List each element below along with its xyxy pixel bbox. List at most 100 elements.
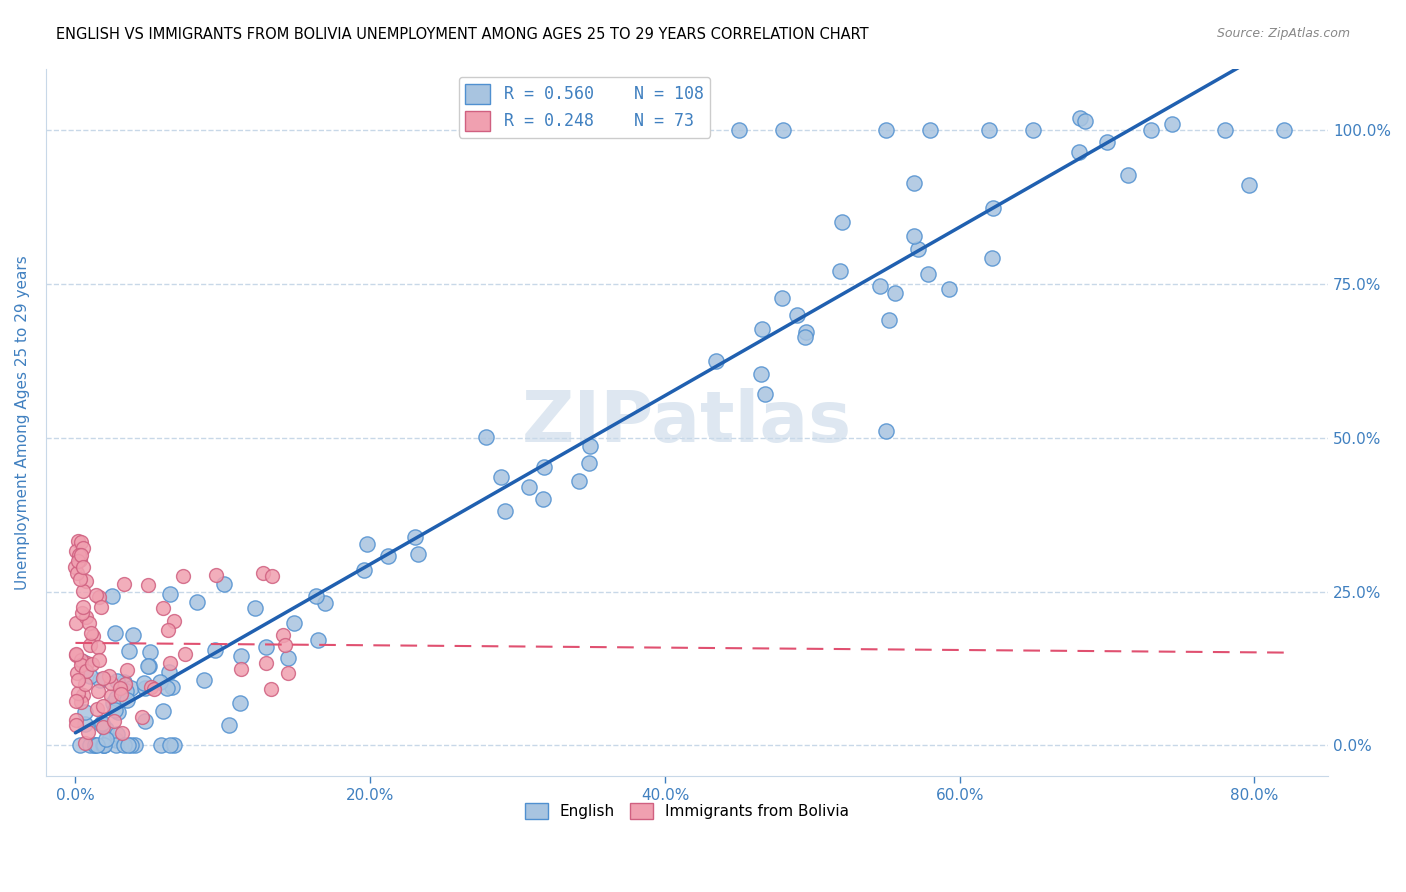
Point bbox=[90, 717, 112, 731]
Point bbox=[156, 681, 179, 695]
Point bbox=[120, 739, 142, 753]
Point bbox=[1116, 168, 1139, 182]
Point bbox=[66, 686, 89, 700]
Point bbox=[100, 690, 122, 704]
Point bbox=[1140, 123, 1163, 137]
Point bbox=[77, 724, 100, 739]
Point bbox=[69, 572, 91, 586]
Point bbox=[877, 313, 900, 327]
Point bbox=[254, 640, 277, 655]
Point bbox=[142, 681, 165, 696]
Point bbox=[277, 651, 299, 665]
Point bbox=[65, 713, 87, 727]
Point bbox=[903, 176, 925, 190]
Point bbox=[66, 533, 89, 548]
Point bbox=[79, 669, 101, 683]
Point bbox=[869, 278, 891, 293]
Point bbox=[1069, 111, 1091, 125]
Point bbox=[404, 530, 426, 544]
Point bbox=[104, 733, 127, 747]
Point bbox=[75, 609, 97, 624]
Point bbox=[260, 569, 283, 583]
Point bbox=[517, 480, 540, 494]
Y-axis label: Unemployment Among Ages 25 to 29 years: Unemployment Among Ages 25 to 29 years bbox=[15, 255, 30, 590]
Point bbox=[73, 706, 96, 720]
Point bbox=[80, 626, 103, 640]
Point bbox=[136, 578, 159, 592]
Point bbox=[93, 739, 115, 753]
Point bbox=[118, 644, 141, 658]
Point bbox=[70, 548, 93, 562]
Point bbox=[1272, 123, 1295, 137]
Point bbox=[229, 696, 252, 710]
Point bbox=[149, 739, 172, 753]
Point bbox=[1160, 117, 1182, 131]
Point bbox=[193, 673, 215, 688]
Point bbox=[1213, 123, 1236, 137]
Point bbox=[69, 553, 91, 567]
Point bbox=[105, 691, 128, 706]
Point bbox=[76, 656, 98, 670]
Point bbox=[159, 587, 181, 601]
Point bbox=[69, 739, 91, 753]
Point bbox=[70, 535, 93, 549]
Point bbox=[83, 739, 105, 753]
Point bbox=[568, 474, 591, 488]
Point bbox=[1069, 145, 1091, 159]
Point bbox=[91, 699, 114, 714]
Point bbox=[91, 672, 114, 686]
Point bbox=[65, 694, 87, 708]
Point bbox=[283, 616, 305, 631]
Point bbox=[875, 123, 897, 137]
Point bbox=[770, 291, 793, 305]
Point bbox=[84, 588, 107, 602]
Point bbox=[136, 658, 159, 673]
Point bbox=[920, 123, 942, 137]
Point bbox=[172, 569, 194, 583]
Point bbox=[1074, 113, 1097, 128]
Point bbox=[212, 577, 235, 591]
Point bbox=[356, 536, 378, 550]
Point bbox=[149, 675, 172, 690]
Point bbox=[152, 601, 174, 615]
Point bbox=[408, 548, 430, 562]
Point bbox=[72, 584, 94, 599]
Point bbox=[104, 626, 127, 640]
Point bbox=[134, 714, 156, 728]
Point bbox=[163, 739, 186, 753]
Point bbox=[101, 589, 124, 603]
Point bbox=[903, 229, 925, 244]
Point bbox=[87, 590, 110, 604]
Point bbox=[1022, 123, 1045, 137]
Point bbox=[120, 681, 142, 695]
Point bbox=[883, 285, 905, 300]
Point bbox=[252, 566, 274, 580]
Point bbox=[90, 600, 112, 615]
Point bbox=[75, 664, 97, 678]
Point bbox=[204, 643, 226, 657]
Point bbox=[82, 657, 104, 671]
Point bbox=[793, 329, 815, 343]
Point bbox=[254, 656, 277, 670]
Point bbox=[105, 739, 128, 753]
Point bbox=[77, 615, 100, 630]
Point bbox=[979, 123, 1001, 137]
Point bbox=[114, 677, 136, 691]
Point bbox=[65, 560, 87, 574]
Point bbox=[205, 568, 228, 582]
Point bbox=[91, 720, 114, 734]
Point bbox=[132, 676, 155, 690]
Point bbox=[494, 504, 516, 518]
Point bbox=[243, 600, 266, 615]
Text: ENGLISH VS IMMIGRANTS FROM BOLIVIA UNEMPLOYMENT AMONG AGES 25 TO 29 YEARS CORREL: ENGLISH VS IMMIGRANTS FROM BOLIVIA UNEMP… bbox=[56, 27, 869, 42]
Point bbox=[70, 653, 93, 667]
Point bbox=[157, 623, 180, 637]
Point bbox=[65, 615, 87, 630]
Point bbox=[218, 718, 240, 732]
Point bbox=[491, 469, 513, 483]
Point bbox=[105, 727, 128, 741]
Point bbox=[108, 681, 131, 695]
Point bbox=[751, 322, 773, 336]
Point bbox=[112, 739, 135, 753]
Point bbox=[307, 632, 329, 647]
